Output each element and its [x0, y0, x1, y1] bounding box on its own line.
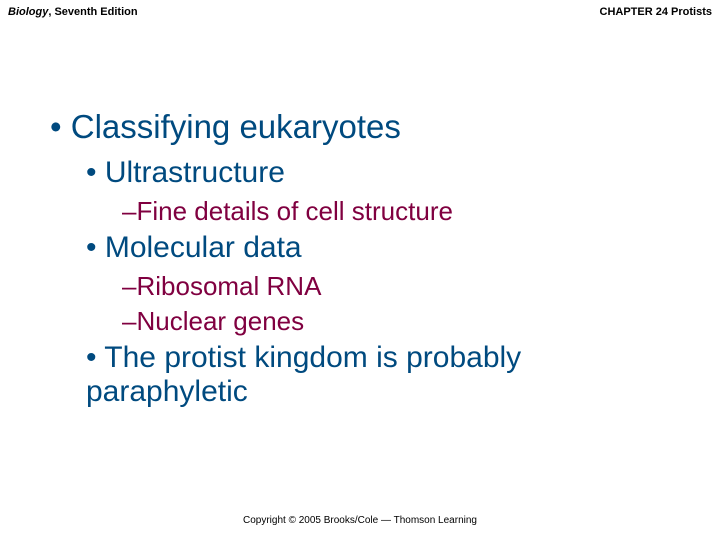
- bullet-l3: Nuclear genes: [122, 306, 690, 337]
- bullet-dot-icon: [86, 341, 104, 374]
- bullet-l2: The protist kingdom is probably paraphyl…: [86, 341, 690, 409]
- bullet-dot-icon: [50, 108, 71, 145]
- l3-text: Fine details of cell structure: [136, 196, 452, 226]
- bullet-dash-icon: [122, 306, 136, 336]
- bullet-dot-icon: [86, 231, 105, 264]
- l3-text: Ribosomal RNA: [136, 271, 321, 301]
- book-edition: , Seventh Edition: [48, 6, 137, 18]
- l2-text: Ultrastructure: [105, 156, 285, 189]
- l1-text: Classifying eukaryotes: [71, 108, 401, 145]
- slide: Biology, Seventh Edition CHAPTER 24 Prot…: [0, 0, 720, 540]
- bullet-l3: Fine details of cell structure: [122, 196, 690, 227]
- header-left: Biology, Seventh Edition: [8, 6, 138, 18]
- l3-text: Nuclear genes: [136, 306, 304, 336]
- bullet-l2: Molecular data: [86, 231, 690, 265]
- footer-copyright: Copyright © 2005 Brooks/Cole — Thomson L…: [0, 515, 720, 526]
- bullet-dash-icon: [122, 196, 136, 226]
- bullet-l1: Classifying eukaryotes: [50, 108, 690, 146]
- header-right: CHAPTER 24 Protists: [600, 6, 712, 18]
- l2-text: Molecular data: [105, 231, 302, 264]
- l2-text: The protist kingdom is probably paraphyl…: [86, 341, 521, 408]
- slide-content: Classifying eukaryotes Ultrastructure Fi…: [50, 108, 690, 415]
- bullet-dash-icon: [122, 271, 136, 301]
- book-title: Biology: [8, 6, 48, 18]
- bullet-l2: Ultrastructure: [86, 156, 690, 190]
- bullet-dot-icon: [86, 156, 105, 189]
- bullet-l3: Ribosomal RNA: [122, 271, 690, 302]
